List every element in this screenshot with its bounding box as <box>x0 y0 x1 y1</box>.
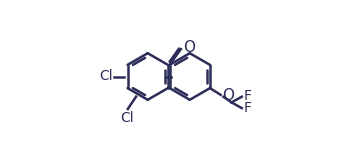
Text: Cl: Cl <box>99 69 113 84</box>
Text: Cl: Cl <box>120 111 134 125</box>
Text: F: F <box>243 101 251 115</box>
Text: O: O <box>222 88 234 103</box>
Text: O: O <box>184 40 195 55</box>
Text: F: F <box>243 89 251 103</box>
